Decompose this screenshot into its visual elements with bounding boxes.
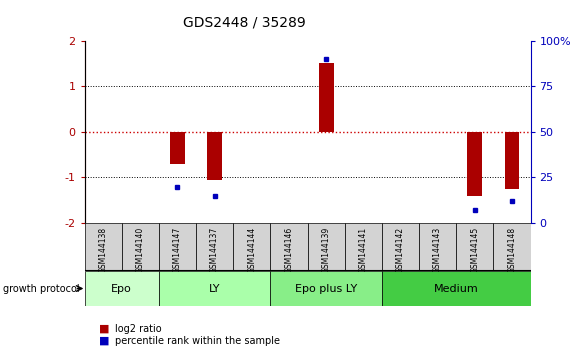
Text: ■: ■ — [99, 336, 110, 346]
Text: Epo: Epo — [111, 284, 132, 293]
Text: GSM144137: GSM144137 — [210, 227, 219, 273]
Bar — [271, 223, 308, 271]
Bar — [122, 223, 159, 271]
Text: GSM144140: GSM144140 — [136, 227, 145, 273]
Bar — [233, 223, 271, 271]
Bar — [319, 63, 333, 132]
Bar — [207, 132, 222, 180]
Bar — [170, 132, 185, 164]
Bar — [493, 223, 531, 271]
Bar — [159, 271, 271, 306]
Bar — [196, 223, 233, 271]
Bar — [159, 223, 196, 271]
Text: GSM144143: GSM144143 — [433, 227, 442, 273]
Text: GSM144148: GSM144148 — [507, 227, 517, 273]
Text: LY: LY — [209, 284, 220, 293]
Text: GSM144145: GSM144145 — [470, 227, 479, 273]
Bar — [468, 132, 482, 196]
Bar — [85, 271, 159, 306]
Text: ■: ■ — [99, 324, 110, 333]
Text: GSM144142: GSM144142 — [396, 227, 405, 273]
Bar — [382, 271, 531, 306]
Bar — [308, 223, 345, 271]
Text: GSM144139: GSM144139 — [322, 227, 331, 273]
Text: log2 ratio: log2 ratio — [115, 324, 162, 333]
Text: GSM144146: GSM144146 — [285, 227, 293, 273]
Bar — [345, 223, 382, 271]
Text: GSM144141: GSM144141 — [359, 227, 368, 273]
Text: GSM144147: GSM144147 — [173, 227, 182, 273]
Text: GSM144144: GSM144144 — [247, 227, 257, 273]
Bar — [382, 223, 419, 271]
Text: Medium: Medium — [434, 284, 479, 293]
Text: growth protocol: growth protocol — [3, 284, 79, 293]
Text: Epo plus LY: Epo plus LY — [295, 284, 357, 293]
Text: percentile rank within the sample: percentile rank within the sample — [115, 336, 280, 346]
Bar — [85, 223, 122, 271]
Text: GSM144138: GSM144138 — [99, 227, 108, 273]
Bar — [504, 132, 519, 189]
Text: GDS2448 / 35289: GDS2448 / 35289 — [184, 16, 306, 30]
Bar — [456, 223, 493, 271]
Bar — [419, 223, 456, 271]
Bar — [271, 271, 382, 306]
